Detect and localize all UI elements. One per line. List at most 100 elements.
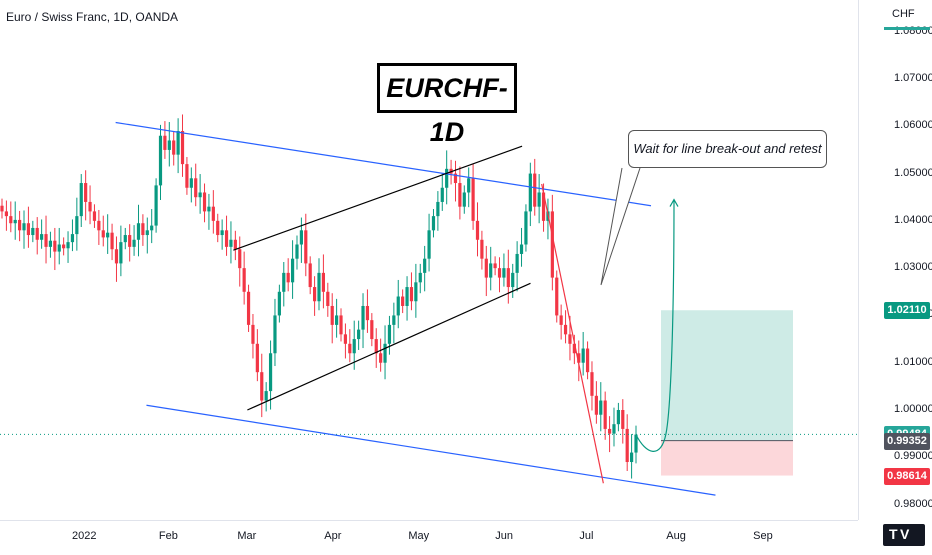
candle-body [515, 253, 519, 273]
candle-body [88, 201, 92, 212]
symbol-title: Euro / Swiss Franc, 1D, OANDA [6, 10, 179, 24]
candle-body [70, 234, 75, 243]
projection-arrowhead-icon [669, 198, 679, 207]
candle-body [79, 183, 83, 217]
candle-body [128, 235, 132, 247]
candle-body [132, 239, 136, 247]
candle-body [13, 219, 17, 224]
candle-body [423, 258, 427, 273]
candle-body [40, 234, 44, 240]
candle-body [317, 272, 321, 302]
candle-body [308, 263, 312, 288]
candle-body [396, 296, 400, 316]
candle-body [299, 230, 303, 245]
candle-body [84, 183, 88, 202]
candle-body [519, 244, 524, 254]
candle-body [4, 211, 9, 217]
candle-body [418, 272, 422, 283]
candle-body [634, 434, 638, 453]
candle-body [537, 192, 541, 207]
projection-path [635, 199, 675, 452]
candle-body [524, 211, 528, 245]
candle-body [312, 287, 317, 302]
candle-body [612, 424, 616, 434]
candle-body [458, 183, 462, 207]
candle-body [9, 216, 13, 224]
chart-title-annotation[interactable]: EURCHF-1D [377, 63, 517, 147]
candle-body [163, 135, 167, 150]
price-tick-label: 1.03000 [894, 261, 932, 274]
candle-body [119, 242, 123, 264]
candle-body [365, 305, 370, 321]
candle-body [379, 353, 383, 363]
candle-body [616, 410, 620, 425]
price-badge[interactable]: 0.99352 [884, 432, 930, 450]
candle-body [238, 249, 242, 269]
candle-body [621, 410, 625, 429]
candle-body [572, 343, 576, 354]
candle-body [26, 223, 31, 236]
candle-body [220, 230, 224, 236]
candle-body [502, 268, 506, 278]
candle-body [22, 223, 26, 231]
time-tick-label: May [408, 530, 430, 542]
price-tick-label: 0.98000 [894, 497, 932, 510]
candle-body [167, 140, 171, 150]
candle-body [497, 268, 502, 278]
candle-body [357, 329, 361, 340]
candle-body [277, 291, 281, 316]
candle-body [92, 211, 97, 221]
callout-annotation[interactable]: Wait for line break-out and retest [628, 130, 827, 168]
candle-body [370, 320, 374, 340]
candle-body [330, 305, 334, 325]
candle-body [233, 239, 237, 250]
candle-body [97, 220, 101, 231]
candle-body [471, 178, 475, 221]
candle-body [194, 178, 198, 198]
candle-body [431, 216, 436, 231]
candle-body [405, 287, 409, 306]
price-badge[interactable]: 1.02110 [884, 302, 930, 320]
candle-body [66, 242, 70, 249]
candle-body [295, 244, 299, 259]
candle-body [599, 400, 603, 415]
candle-body [180, 131, 185, 165]
candle-body [445, 168, 449, 188]
time-tick-label: Jul [579, 530, 594, 542]
candle-body [136, 223, 141, 240]
time-tick-label: Jun [495, 530, 513, 542]
candle-body [467, 178, 471, 193]
price-tick-label: 1.04000 [894, 213, 932, 226]
descending-channel-lower-line [146, 404, 716, 496]
candle-body [348, 343, 352, 354]
candle-body [176, 131, 180, 155]
candle-body [625, 428, 629, 463]
price-tick-label: 1.05000 [894, 166, 932, 179]
candle-body [255, 343, 259, 373]
candle-body [57, 244, 61, 252]
candle-body [462, 192, 466, 207]
candle-body [198, 192, 202, 198]
candle-body [484, 258, 488, 278]
price-badge[interactable]: 0.98614 [884, 467, 930, 485]
short-term-resistance-line [541, 183, 604, 484]
candle-body [555, 277, 559, 316]
time-tick-label: Feb [158, 530, 178, 542]
candle-body [414, 282, 418, 302]
candle-body [585, 348, 590, 373]
candle-body [304, 230, 308, 264]
candle-body [101, 230, 105, 238]
candle-body [150, 225, 154, 231]
candle-body [110, 232, 114, 250]
candle-body [541, 192, 546, 221]
candle-body [480, 239, 484, 259]
candle-body [114, 249, 119, 264]
candle-body [273, 315, 277, 354]
candle-body [568, 334, 572, 344]
candle-body [260, 372, 264, 401]
time-axis[interactable]: 2022 Feb Mar Apr May Jun Jul Aug Sep [0, 520, 858, 551]
candle-body [224, 230, 229, 247]
